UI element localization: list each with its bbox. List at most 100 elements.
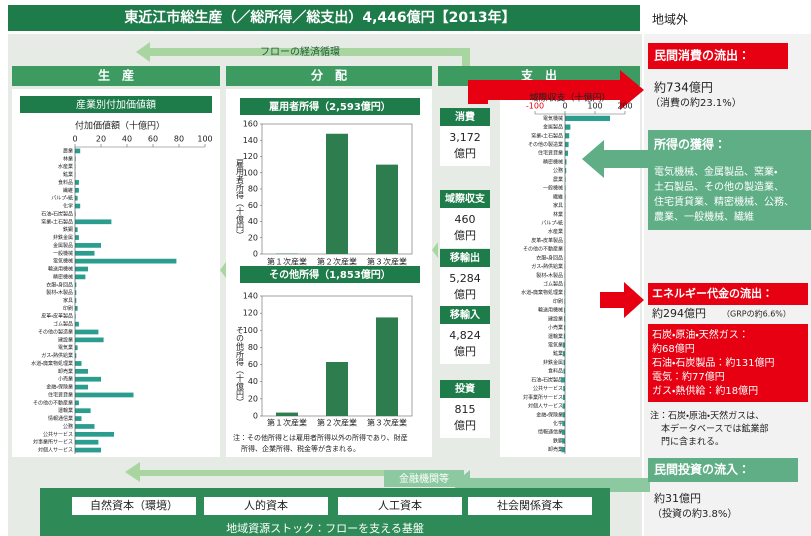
bar: [75, 298, 77, 303]
axis-label: その他所得（十億円）: [236, 326, 245, 406]
y-tick-label: 120: [243, 152, 258, 161]
section-header: 分 配: [310, 68, 347, 83]
flow-arrow: [136, 42, 470, 66]
y-tick-label: 100: [243, 326, 258, 335]
middle-unit: 億円: [454, 345, 476, 358]
consumption-share: （消費の約23.1%）: [650, 96, 742, 109]
category-label: 小売業: [548, 324, 563, 331]
bar: [562, 429, 565, 435]
middle-unit: 億円: [454, 147, 476, 160]
category-label: 小売業: [58, 376, 73, 383]
bar: [75, 219, 112, 225]
income-heading: 所得の獲得：: [653, 137, 726, 152]
category-label: 情報通信業: [48, 415, 73, 422]
y-tick-label: 0: [253, 412, 258, 421]
bar: [75, 447, 101, 453]
bar: [564, 307, 565, 313]
axis-label: 付加価値額（十億円）: [75, 120, 165, 132]
chart-note: 所得、企業所得、税金等が含まれる。: [241, 444, 360, 453]
x-tick-label: 第２次産業: [317, 257, 357, 267]
middle-label-bg: [440, 306, 490, 324]
category-label: 建設業: [548, 315, 563, 322]
category-label: 対個人サービス: [528, 403, 563, 410]
bar: [75, 180, 79, 185]
bar: [75, 321, 79, 327]
category-label: 水道・廃棄物処理業: [31, 360, 73, 367]
bar: [561, 377, 565, 383]
bar: [565, 133, 570, 139]
chart-note: 注：その他所得とは雇用者所得以外の所得であり、財産: [233, 433, 408, 442]
category-label: 林業: [553, 211, 563, 218]
category-label: 印刷: [63, 305, 73, 312]
arrow: [432, 242, 438, 258]
inflow-arrow: [452, 470, 650, 500]
x-tick-label: 第１次産業: [267, 257, 307, 267]
y-tick-label: 20: [248, 394, 258, 403]
category-label: 林業: [63, 155, 73, 162]
bar: [565, 141, 569, 148]
bar: [562, 403, 565, 409]
bar: [75, 274, 86, 280]
chart-title-bg: [240, 266, 420, 283]
category-label: 一般機械: [53, 250, 73, 257]
title-bar: [8, 5, 640, 31]
category-label: 衣服・身回品: [536, 254, 563, 261]
axis-label: 雇用者所得（十億円）: [236, 159, 245, 239]
bar: [562, 342, 565, 348]
y-tick-label: 40: [248, 377, 258, 386]
category-label: 製材・木製品: [46, 289, 73, 296]
bar: [75, 187, 79, 193]
stock-label: 自然資本（環境）: [90, 498, 178, 512]
category-label: 金融・保険業: [536, 411, 563, 418]
y-tick-label: 80: [248, 185, 258, 194]
middle-label: 消費: [455, 110, 475, 123]
energy-share: （GRPの約6.6%）: [722, 309, 791, 319]
bar: [562, 438, 565, 444]
bar: [75, 203, 81, 209]
bar: [75, 368, 88, 374]
category-label: 運輸業: [548, 333, 563, 340]
middle-label: 投資: [455, 382, 476, 395]
y-tick-label: 80: [248, 343, 258, 352]
category-label: 公共サービス: [533, 385, 563, 392]
middle-unit: 億円: [454, 419, 476, 432]
x-tick-label: 第２次産業: [317, 418, 357, 428]
category-label: 食料品: [548, 368, 563, 375]
income-line: 土石製品、その他の製造業、: [654, 180, 784, 193]
expenditure-panel: [500, 89, 640, 457]
section-header: 生 産: [98, 68, 134, 83]
y-tick-label: 120: [243, 309, 258, 318]
middle-label-bg: [440, 108, 490, 126]
stock-box: [338, 497, 462, 515]
category-label: 電気機械: [543, 115, 563, 122]
income-line: 住宅賃貸業、精密機械、公務、: [654, 195, 794, 208]
x-tick-label: 100: [587, 102, 602, 111]
bar: [75, 384, 88, 390]
category-label: 対事業所サービス: [523, 394, 563, 401]
category-label: 水産業: [58, 163, 73, 170]
category-label: その他の不動産業: [523, 246, 563, 253]
category-label: 金融・保険業: [46, 384, 73, 391]
energy-heading-bg: [648, 283, 808, 305]
category-label: その他の製造業: [528, 141, 563, 148]
energy-item: ガス・熱供給：約18億円: [652, 384, 758, 397]
y-tick-label: 100: [243, 168, 258, 177]
category-label: 非鉄金属: [53, 234, 73, 241]
finance-label: 金融機関等: [399, 472, 449, 485]
category-label: 食料品: [58, 179, 73, 186]
category-label: 化学: [553, 420, 563, 427]
bar: [75, 376, 101, 382]
bar: [75, 431, 114, 437]
x-tick-label: 第１次産業: [267, 418, 307, 428]
category-label: 水道・廃棄物処理業: [521, 289, 563, 296]
bar: [376, 164, 398, 254]
category-label: 運輸業: [58, 407, 73, 414]
chart-title-bg: [240, 98, 420, 115]
inflow-arrow: [582, 140, 650, 178]
category-label: 公務: [63, 423, 73, 430]
category-label: 住宅賃貸業: [538, 150, 563, 157]
x-tick-label: 40: [122, 135, 132, 144]
outflow-arrow: [468, 70, 644, 110]
x-tick-label: 0: [562, 102, 567, 111]
category-label: 鉱業: [553, 350, 563, 357]
